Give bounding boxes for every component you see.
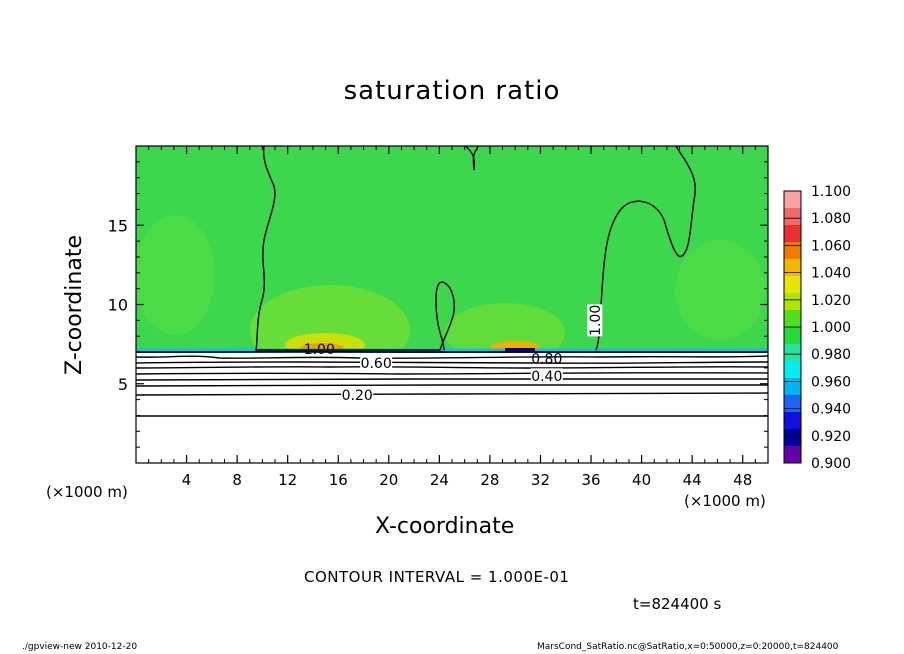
colorbar-label: 1.000	[811, 320, 851, 336]
colorbar-swatch	[784, 293, 801, 311]
contour-0-70	[136, 361, 768, 364]
y-axis: 5 10 15	[108, 161, 768, 448]
colorbar-swatch	[784, 276, 801, 294]
contour-label: 1.00	[304, 342, 335, 358]
colorbar-swatch	[784, 344, 801, 362]
contour-label-text: 1.00	[304, 342, 335, 358]
colorbar-label: 1.040	[811, 266, 851, 282]
x-tick-label: 40	[632, 471, 651, 489]
contour-0-50	[136, 372, 768, 375]
colorbar-label: 0.940	[811, 402, 851, 418]
x-unit-label-right: (×1000 m)	[684, 492, 766, 510]
y-tick-label: 5	[118, 375, 128, 394]
contour-label-bg	[530, 368, 563, 384]
colorbar-swatch	[784, 412, 801, 430]
x-tick-label: 44	[683, 471, 702, 489]
x-tick-label: 20	[379, 471, 398, 489]
x-tick-label: 48	[733, 471, 752, 489]
contour-label: 0.60	[360, 355, 393, 372]
colorbar-swatch	[784, 259, 801, 277]
colorbar-swatch	[784, 429, 801, 447]
contour-label-text: 0.80	[531, 351, 562, 367]
contour-label: 0.40	[530, 368, 563, 385]
contour-0-60	[136, 366, 768, 369]
chart-title: saturation ratio	[343, 76, 561, 106]
contour-label-text: 0.20	[342, 388, 373, 404]
x-tick-label: 24	[430, 471, 449, 489]
x-tick-label: 8	[232, 471, 242, 489]
x-unit-label-left: (×1000 m)	[46, 483, 128, 501]
heatmap-field	[136, 146, 768, 463]
colorbar-swatch	[784, 378, 801, 396]
colorbar-label: 0.980	[811, 347, 851, 363]
time-stamp: t=824400 s	[633, 595, 722, 613]
contour-0-90	[136, 350, 768, 353]
contour-interval-note: CONTOUR INTERVAL = 1.000E-01	[304, 568, 570, 586]
x-tick-label: 36	[581, 471, 600, 489]
contour-label-bg	[360, 355, 393, 371]
x-axis-title-text: X-coordinate	[375, 514, 515, 539]
x-tick-label: 4	[182, 471, 192, 489]
colorbar-swatch	[784, 310, 801, 328]
colorbar-label: 1.080	[811, 211, 851, 227]
colorbar-label: 0.920	[811, 429, 851, 445]
y-tick-label: 10	[108, 296, 128, 315]
x-tick-label: 16	[329, 471, 348, 489]
x-tick-label: 28	[480, 471, 499, 489]
colorbar-swatch	[784, 361, 801, 379]
colorbar-label: 0.900	[811, 456, 851, 472]
colorbar: 1.100 1.080 1.060 1.040 1.020 1.000 0.980 0.960…	[783, 184, 851, 472]
supersat-region-far-right	[675, 240, 765, 340]
colorbar-swatch	[784, 191, 801, 209]
contour-0-80	[136, 355, 768, 359]
colorbar-label: 1.060	[811, 238, 851, 254]
undersat-pocket	[505, 348, 535, 352]
colorbar-label: 1.020	[811, 293, 851, 309]
contour-labels: 1.00 0.60 0.20 0.80 0.40 1.00	[304, 304, 604, 404]
contour-0-40	[136, 377, 768, 381]
supersat-region-far-left	[136, 215, 215, 335]
contour-label-text: 0.40	[531, 369, 562, 385]
saturated-region	[136, 146, 768, 351]
contour-0-30	[136, 383, 768, 387]
footer-file-info: MarsCond_SatRatio.nc@SatRatio,x=0:50000,…	[537, 642, 839, 652]
unsaturated-region	[136, 351, 768, 463]
contour-label: 1.00	[587, 304, 604, 337]
y-axis-title: Z-coordinate	[62, 235, 87, 375]
footer-program-date: ./gpview-new 2010-12-20	[22, 642, 138, 652]
contour-label: 0.20	[341, 387, 374, 404]
colorbar-label: 1.100	[811, 184, 851, 200]
contour-1-00-left	[255, 146, 455, 351]
y-tick-label: 15	[108, 216, 128, 235]
colorbar-swatch	[784, 208, 801, 226]
colorbar-swatch	[784, 446, 801, 464]
x-tick-label: 12	[278, 471, 297, 489]
colorbar-swatch	[784, 395, 801, 413]
contour-label-bg	[341, 387, 374, 403]
contour-label-bg	[587, 304, 603, 337]
contour-lines	[136, 146, 768, 417]
colorbar-swatch	[784, 242, 801, 260]
contour-label-text: 1.00	[588, 305, 604, 336]
contour-label: 0.80	[531, 351, 562, 367]
colorbar-swatch	[784, 225, 801, 243]
contour-0-20	[136, 392, 768, 396]
colorbar-label: 0.960	[811, 374, 851, 390]
colorbar-swatch	[784, 327, 801, 345]
contour-label-text: 0.60	[361, 356, 392, 372]
x-axis: 4 8 12 16 20 24 28 32 36 40 44 48	[148, 146, 756, 489]
x-tick-label: 32	[531, 471, 550, 489]
contour-1-00-right	[465, 146, 696, 351]
